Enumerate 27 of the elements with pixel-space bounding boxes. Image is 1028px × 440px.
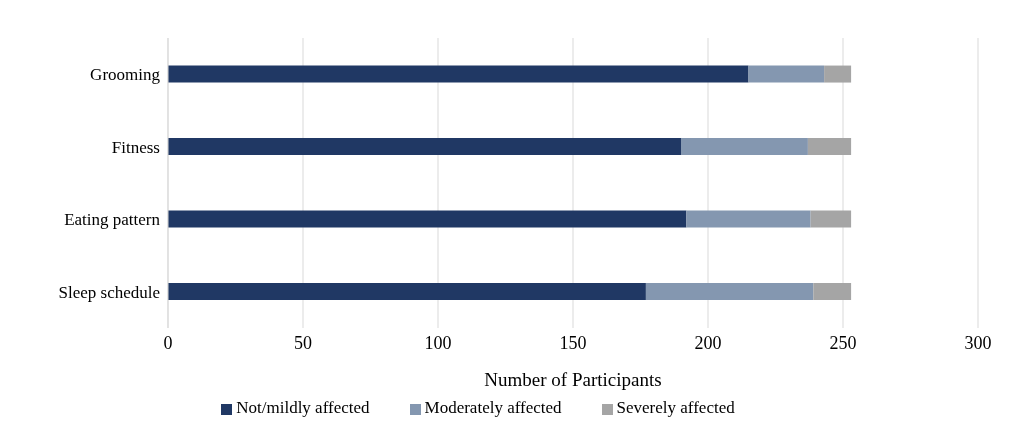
bar xyxy=(686,210,811,228)
bar xyxy=(813,283,852,301)
x-tick-label: 200 xyxy=(694,332,722,353)
bar xyxy=(168,210,687,228)
legend-label: Moderately affected xyxy=(424,398,562,417)
x-tick-label: 150 xyxy=(559,332,587,353)
bar xyxy=(748,65,825,83)
bar xyxy=(168,283,646,301)
bar xyxy=(810,210,852,228)
bar xyxy=(824,65,852,83)
y-tick-label: Fitness xyxy=(111,137,160,157)
bar xyxy=(681,138,808,156)
x-axis-title: Number of Participants xyxy=(484,369,662,390)
bar xyxy=(807,138,852,156)
bar xyxy=(168,65,749,83)
x-tick-label: 300 xyxy=(964,332,992,353)
y-tick-label: Grooming xyxy=(90,65,161,85)
legend-label: Severely affected xyxy=(616,398,735,417)
y-tick-label: Eating pattern xyxy=(64,210,161,230)
x-tick-label: 50 xyxy=(294,332,312,353)
y-tick-label: Sleep schedule xyxy=(58,282,160,302)
x-tick-label: 250 xyxy=(829,332,857,353)
bar xyxy=(168,138,681,156)
x-tick-label: 0 xyxy=(163,332,173,353)
bar xyxy=(645,283,814,301)
x-tick-label: 100 xyxy=(424,332,452,353)
legend-label: Not/mildly affected xyxy=(236,398,370,417)
